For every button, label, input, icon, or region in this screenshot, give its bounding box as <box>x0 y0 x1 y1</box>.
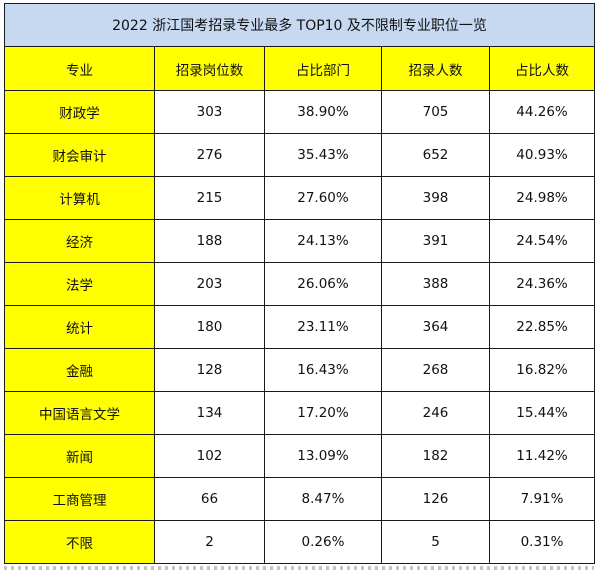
positions-cell: 128 <box>154 348 265 392</box>
title-row: 2022 浙江国考招录专业最多 TOP10 及不限制专业职位一览 <box>3 3 596 47</box>
major-cell: 财政学 <box>4 90 155 134</box>
table-row: 财政学 303 38.90% 705 44.26% <box>4 90 596 134</box>
major-cell: 不限 <box>4 520 155 564</box>
table-row: 新闻 102 13.09% 182 11.42% <box>4 434 596 478</box>
hires-cell: 652 <box>381 133 490 177</box>
table-title: 2022 浙江国考招录专业最多 TOP10 及不限制专业职位一览 <box>3 3 596 47</box>
hires-cell: 391 <box>381 219 490 263</box>
hires-cell: 705 <box>381 90 490 134</box>
table-row: 工商管理 66 8.47% 126 7.91% <box>4 477 596 521</box>
table-row: 财会审计 276 35.43% 652 40.93% <box>4 133 596 177</box>
hire-ratio-cell: 24.36% <box>488 262 596 306</box>
cropped-text-strip <box>4 566 594 570</box>
dept-ratio-cell: 17.20% <box>264 391 382 435</box>
positions-cell: 180 <box>154 305 265 349</box>
major-cell: 计算机 <box>4 176 155 220</box>
table-container: 2022 浙江国考招录专业最多 TOP10 及不限制专业职位一览 专业 招录岗位… <box>3 3 596 564</box>
table-row: 金融 128 16.43% 268 16.82% <box>4 348 596 392</box>
hires-cell: 398 <box>381 176 490 220</box>
table-row: 法学 203 26.06% 388 24.36% <box>4 262 596 306</box>
hire-ratio-cell: 24.98% <box>488 176 596 220</box>
major-cell: 法学 <box>4 262 155 306</box>
dept-ratio-cell: 26.06% <box>264 262 382 306</box>
major-cell: 工商管理 <box>4 477 155 521</box>
table-body: 财政学 303 38.90% 705 44.26% 财会审计 276 35.43% 652 40.… <box>4 90 596 564</box>
hires-cell: 126 <box>381 477 490 521</box>
dept-ratio-cell: 23.11% <box>264 305 382 349</box>
positions-cell: 215 <box>154 176 265 220</box>
header-positions: 招录岗位数 <box>154 46 265 91</box>
positions-cell: 303 <box>154 90 265 134</box>
major-cell: 统计 <box>4 305 155 349</box>
hire-ratio-cell: 0.31% <box>488 520 596 564</box>
hires-cell: 364 <box>381 305 490 349</box>
header-row: 专业 招录岗位数 占比部门 招录人数 占比人数 <box>4 46 596 91</box>
hires-cell: 5 <box>381 520 490 564</box>
positions-cell: 188 <box>154 219 265 263</box>
positions-cell: 203 <box>154 262 265 306</box>
hire-ratio-cell: 15.44% <box>488 391 596 435</box>
hire-ratio-cell: 7.91% <box>488 477 596 521</box>
hire-ratio-cell: 44.26% <box>488 90 596 134</box>
dept-ratio-cell: 13.09% <box>264 434 382 478</box>
hires-cell: 182 <box>381 434 490 478</box>
dept-ratio-cell: 38.90% <box>264 90 382 134</box>
major-cell: 中国语言文学 <box>4 391 155 435</box>
table-row: 计算机 215 27.60% 398 24.98% <box>4 176 596 220</box>
dept-ratio-cell: 35.43% <box>264 133 382 177</box>
hires-cell: 268 <box>381 348 490 392</box>
hires-cell: 246 <box>381 391 490 435</box>
hire-ratio-cell: 40.93% <box>488 133 596 177</box>
hires-cell: 388 <box>381 262 490 306</box>
header-hire-ratio: 占比人数 <box>488 46 596 91</box>
hire-ratio-cell: 24.54% <box>488 219 596 263</box>
table-row: 统计 180 23.11% 364 22.85% <box>4 305 596 349</box>
table-row: 经济 188 24.13% 391 24.54% <box>4 219 596 263</box>
positions-cell: 276 <box>154 133 265 177</box>
major-cell: 经济 <box>4 219 155 263</box>
header-dept-ratio: 占比部门 <box>264 46 382 91</box>
header-hires: 招录人数 <box>381 46 490 91</box>
hire-ratio-cell: 16.82% <box>488 348 596 392</box>
hire-ratio-cell: 22.85% <box>488 305 596 349</box>
table-row: 不限 2 0.26% 5 0.31% <box>4 520 596 564</box>
recruitment-table: 2022 浙江国考招录专业最多 TOP10 及不限制专业职位一览 专业 招录岗位… <box>3 3 596 564</box>
dept-ratio-cell: 24.13% <box>264 219 382 263</box>
positions-cell: 134 <box>154 391 265 435</box>
positions-cell: 2 <box>154 520 265 564</box>
dept-ratio-cell: 0.26% <box>264 520 382 564</box>
table-row: 中国语言文学 134 17.20% 246 15.44% <box>4 391 596 435</box>
major-cell: 财会审计 <box>4 133 155 177</box>
hire-ratio-cell: 11.42% <box>488 434 596 478</box>
dept-ratio-cell: 27.60% <box>264 176 382 220</box>
positions-cell: 102 <box>154 434 265 478</box>
dept-ratio-cell: 8.47% <box>264 477 382 521</box>
header-major: 专业 <box>4 46 155 91</box>
dept-ratio-cell: 16.43% <box>264 348 382 392</box>
positions-cell: 66 <box>154 477 265 521</box>
major-cell: 新闻 <box>4 434 155 478</box>
major-cell: 金融 <box>4 348 155 392</box>
